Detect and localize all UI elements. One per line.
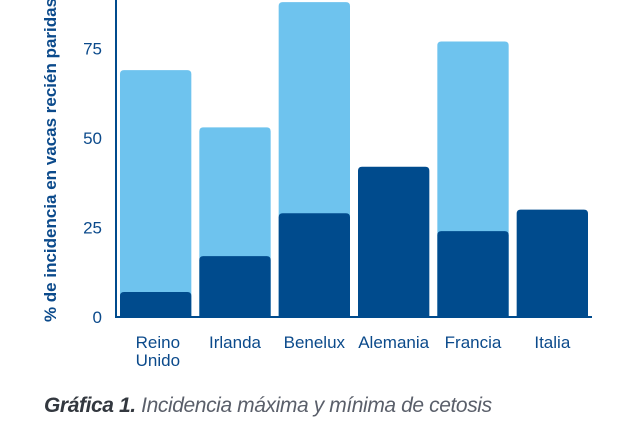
- x-tick-francia: Francia: [445, 333, 502, 352]
- y-tick-25: 25: [83, 219, 102, 238]
- bar-min-francia: [437, 231, 509, 317]
- y-axis-label: % de incidencia en vacas recién paridas: [41, 0, 60, 322]
- x-tick-benelux: Benelux: [284, 333, 346, 352]
- y-tick-labels: 0 25 50 75: [83, 40, 102, 327]
- y-tick-50: 50: [83, 129, 102, 148]
- y-tick-75: 75: [83, 40, 102, 59]
- bar-min-reino-unido: [120, 291, 192, 317]
- x-tick-irlanda: Irlanda: [209, 333, 262, 352]
- x-tick-alemania: Alemania: [358, 333, 429, 352]
- x-tick-reino-unido: Reino Unido: [136, 333, 180, 370]
- bars-group: [120, 2, 588, 318]
- x-tick-labels: Reino Unido Irlanda Benelux Alemania Francia I…: [136, 333, 571, 370]
- axes-group: [115, 0, 592, 318]
- caption-lead: Gráfica 1.: [44, 394, 136, 417]
- bar-min-irlanda: [199, 256, 271, 317]
- bar-min-benelux: [278, 213, 350, 317]
- bar-min-alemania: [358, 166, 430, 317]
- figure-caption: Gráfica 1. Incidencia máxima y mínima de…: [44, 394, 492, 418]
- caption-text: Incidencia máxima y mínima de cetosis: [135, 394, 492, 417]
- x-tick-italia: Italia: [534, 333, 570, 352]
- bar-max-reino-unido: [120, 70, 192, 317]
- bar-chart: 0 25 50 75 Reino Unido Irlanda Benelux Alemania…: [41, 0, 592, 370]
- bar-min-italia: [516, 209, 588, 317]
- y-tick-0: 0: [93, 308, 102, 327]
